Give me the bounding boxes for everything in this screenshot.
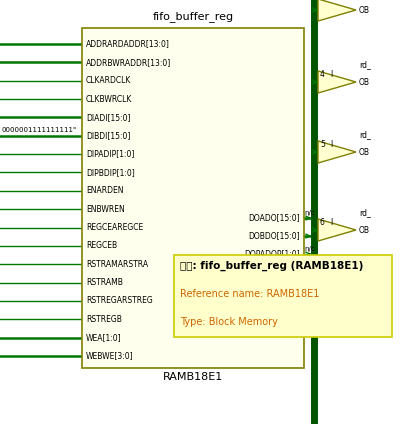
Text: DIBDI[15:0]: DIBDI[15:0] [86,131,131,140]
Text: I: I [330,70,332,79]
Text: RAMB18E1: RAMB18E1 [163,372,223,382]
Text: I: I [330,218,332,227]
Text: DOPBDOP[1:0]: DOPBDOP[1:0] [244,263,300,273]
Text: RSTRAMB: RSTRAMB [86,278,123,287]
Text: DIPBDIP[1:0]: DIPBDIP[1:0] [86,168,135,177]
Polygon shape [318,0,356,21]
Text: OB: OB [359,6,370,15]
Text: ENBWREN: ENBWREN [86,205,125,214]
Text: DOPADOP[1:0]: DOPADOP[1:0] [244,249,300,259]
Text: DIPADIP[1:0]: DIPADIP[1:0] [86,150,134,159]
Text: 5: 5 [320,140,325,149]
Text: 名称: fifo_buffer_reg (RAMB18E1): 名称: fifo_buffer_reg (RAMB18E1) [180,261,364,271]
Polygon shape [318,219,356,241]
Text: n/c: n/c [304,210,315,216]
Text: rd_: rd_ [359,208,371,217]
Text: RSTRAMARSTRA: RSTRAMARSTRA [86,260,148,269]
Text: n/c: n/c [304,246,315,252]
Text: REGCEB: REGCEB [86,241,117,251]
Text: OB: OB [359,148,370,157]
Polygon shape [318,289,356,311]
Text: OB: OB [359,226,370,235]
Bar [82,28,304,368]
Text: CLKBWRCLK: CLKBWRCLK [86,95,132,103]
Text: I: I [330,140,332,149]
Text: OB: OB [359,78,370,87]
Polygon shape [318,71,356,93]
Text: WEBWE[3:0]: WEBWE[3:0] [86,351,134,360]
Text: rd_: rd_ [359,278,371,287]
Text: 4: 4 [320,70,325,79]
Text: OB: OB [359,296,370,305]
Text: n/c: n/c [304,260,315,266]
Text: DOBDO[15:0]: DOBDO[15:0] [248,232,300,240]
Text: rd_: rd_ [359,60,371,69]
Text: DIADI[15:0]: DIADI[15:0] [86,113,131,122]
Text: ADDRBWRADDR[13:0]: ADDRBWRADDR[13:0] [86,58,171,67]
Text: 6: 6 [320,218,325,227]
Text: Type: Block Memory: Type: Block Memory [180,317,278,327]
Text: CLKARDCLK: CLKARDCLK [86,76,131,85]
Bar [174,255,392,337]
Text: 0000001111111111": 0000001111111111" [2,127,77,133]
Text: rd_: rd_ [359,130,371,139]
Text: ADDRARDADDR[13:0]: ADDRARDADDR[13:0] [86,39,170,48]
Text: RSTREGB: RSTREGB [86,315,122,324]
Text: RSTREGARSTREG: RSTREGARSTREG [86,296,153,305]
Text: DOADO[15:0]: DOADO[15:0] [248,214,300,223]
Text: WEA[1:0]: WEA[1:0] [86,333,122,342]
Text: Reference name: RAMB18E1: Reference name: RAMB18E1 [180,289,319,299]
Text: fifo_buffer_reg: fifo_buffer_reg [152,11,234,22]
Polygon shape [318,141,356,163]
Text: ENARDEN: ENARDEN [86,186,123,195]
Text: REGCEAREGCE: REGCEAREGCE [86,223,143,232]
